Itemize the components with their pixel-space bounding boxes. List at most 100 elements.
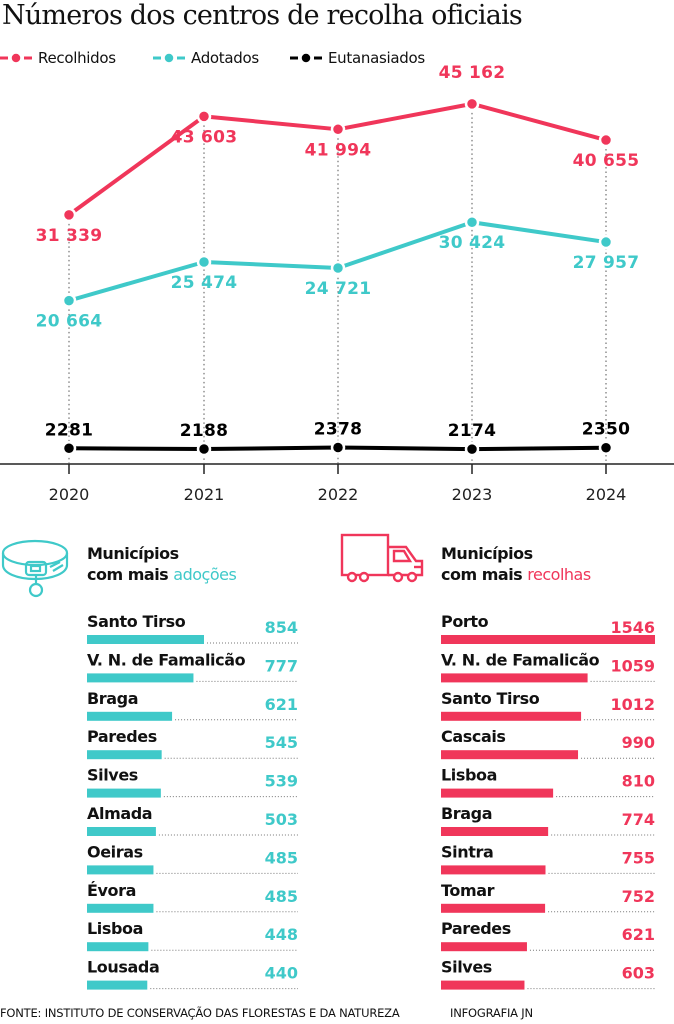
legend-label: Adotados: [191, 49, 259, 67]
legend-marker-adotados: [153, 52, 185, 64]
bar-category-label: Almada: [87, 804, 152, 823]
data-label: 24 721: [305, 279, 372, 299]
data-point: [330, 440, 346, 455]
data-point: [598, 440, 614, 455]
data-label: 27 957: [573, 253, 640, 273]
bar-value-label: 1546: [610, 618, 655, 637]
bar-category-label: Paredes: [87, 727, 157, 746]
data-label: 31 339: [36, 226, 103, 246]
data-point: [196, 109, 212, 124]
bar-value-label: 621: [622, 925, 655, 944]
data-label: 2281: [45, 420, 94, 440]
legend-item-eutanasiados: Eutanasiados: [290, 49, 425, 67]
x-tick-label: 2021: [184, 485, 225, 504]
bar-category-label: Sintra: [441, 842, 493, 861]
line-chart: 2020 2021 2022 2023 2024 31 339 43 603 41 994 45…: [0, 63, 674, 504]
bar: [87, 827, 156, 836]
bar-category-label: Cascais: [441, 727, 506, 746]
data-label: 30 424: [439, 233, 506, 253]
data-point: [598, 234, 614, 250]
bar: [441, 788, 554, 798]
bar: [441, 903, 546, 913]
data-point: [464, 441, 480, 457]
legend-label: Recolhidos: [38, 49, 116, 67]
data-point: [330, 260, 346, 276]
bar-category-label: Paredes: [441, 919, 511, 938]
legend-label: Eutanasiados: [328, 49, 425, 67]
data-label: 25 474: [171, 273, 238, 293]
heading-line1: Municípios: [87, 544, 179, 563]
data-label: 2174: [448, 421, 497, 441]
data-point: [464, 96, 480, 112]
bar: [87, 903, 154, 913]
bar-value-label: 448: [265, 925, 298, 944]
dog-collar-icon: [1, 539, 69, 598]
data-point: [196, 441, 212, 457]
bar: [441, 635, 655, 644]
x-tick-label: 2023: [452, 485, 493, 504]
truck-icon: [340, 533, 424, 583]
adoptions-heading: Municípios com mais adoções: [87, 543, 237, 585]
bar-category-label: Évora: [87, 881, 136, 900]
bar: [441, 942, 527, 952]
bar-value-label: 755: [622, 848, 655, 867]
bar-category-label: Silves: [441, 958, 492, 977]
bar-value-label: 440: [265, 964, 298, 983]
page-title: Números dos centros de recolha oficiais: [2, 0, 523, 31]
bar: [441, 673, 588, 683]
bar: [441, 980, 525, 990]
data-point: [196, 254, 212, 270]
legend-marker-eutanasiados: [290, 52, 322, 64]
bar: [87, 980, 148, 990]
collections-bar-chart: Porto 1546 V. N. de Famalicão 1059 Santo Tir…: [441, 612, 655, 990]
heading-accent: recolhas: [527, 565, 591, 584]
bar: [87, 673, 194, 683]
bar: [441, 711, 582, 721]
heading-line2: com mais: [441, 565, 523, 584]
bar-value-label: 810: [622, 772, 655, 791]
data-point: [61, 207, 77, 223]
bar-category-label: Braga: [441, 804, 492, 823]
data-label: 2188: [180, 421, 229, 441]
credit-note: INFOGRAFIA JN: [450, 1006, 533, 1020]
bar: [87, 711, 173, 721]
bar-category-label: Santo Tirso: [441, 689, 540, 708]
data-label: 20 664: [36, 312, 103, 332]
bar-value-label: 485: [265, 848, 298, 867]
x-tick-label: 2022: [318, 485, 359, 504]
bar-category-label: Tomar: [441, 881, 495, 900]
data-label: 2350: [582, 420, 631, 440]
bar-category-label: Braga: [87, 689, 138, 708]
bar-value-label: 485: [265, 887, 298, 906]
bar: [87, 635, 204, 644]
adoptions-bar-chart: Santo Tirso 854 V. N. de Famalicão 777 Braga…: [87, 612, 298, 990]
bar: [87, 788, 161, 798]
bar-value-label: 752: [622, 887, 655, 906]
source-note: FONTE: INSTITUTO DE CONSERVAÇÃO DAS FLOR…: [0, 1006, 400, 1020]
bar-category-label: Silves: [87, 766, 138, 785]
bar-value-label: 503: [265, 810, 298, 829]
bar: [87, 942, 149, 952]
heading-line1: Municípios: [441, 544, 533, 563]
bar-value-label: 621: [265, 695, 298, 714]
legend-item-recolhidos: Recolhidos: [0, 49, 116, 67]
bar-category-label: V. N. de Famalicão: [441, 650, 600, 669]
data-label: 41 994: [305, 140, 372, 160]
bar: [87, 750, 162, 760]
data-point: [598, 132, 614, 148]
bar-value-label: 990: [622, 733, 655, 752]
bar-value-label: 1059: [610, 656, 655, 675]
bar-category-label: Porto: [441, 612, 489, 631]
data-label: 40 655: [573, 151, 640, 171]
data-point: [61, 441, 77, 456]
bar-category-label: Lousada: [87, 958, 159, 977]
bar: [441, 750, 579, 760]
legend-item-adotados: Adotados: [153, 49, 259, 67]
bar-category-label: Oeiras: [87, 842, 143, 861]
data-label: 45 162: [439, 63, 506, 83]
bar-value-label: 545: [265, 733, 298, 752]
bar: [87, 865, 154, 875]
data-label: 43 603: [171, 127, 238, 147]
bar-value-label: 1012: [610, 695, 655, 714]
bar-category-label: V. N. de Famalicão: [87, 650, 246, 669]
